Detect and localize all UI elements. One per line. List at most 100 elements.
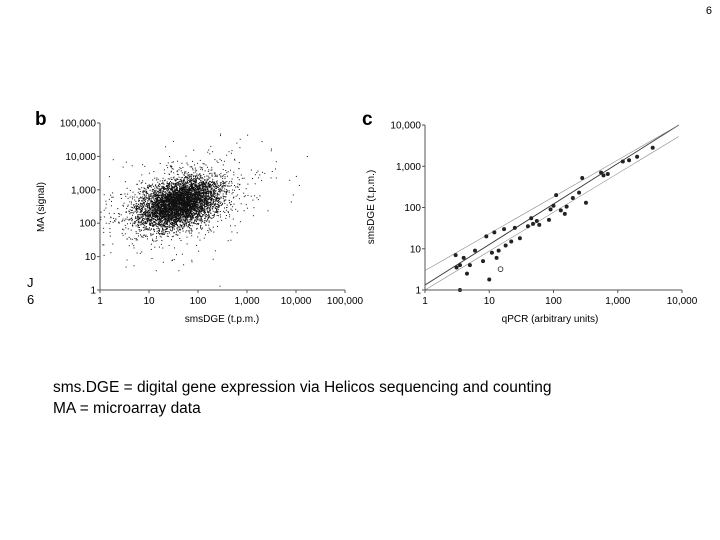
panel-b-point [184,195,185,197]
panel-b-point [167,221,168,223]
panel-b-point [199,181,201,183]
panel-b-point [128,219,130,221]
panel-b-point [156,213,158,214]
panel-b-point [138,193,140,195]
panel-b-point [202,163,204,165]
panel-b-point [206,208,208,210]
panel-b-point [138,206,140,208]
panel-b-point [154,194,156,196]
panel-b-point [224,212,226,213]
panel-b-point [165,226,167,228]
panel-b-point [196,200,198,202]
panel-b-point [137,214,139,216]
panel-b-point [143,212,145,214]
panel-b-point [121,232,123,234]
panel-b-point [197,198,199,200]
panel-b-point [184,204,186,206]
panel-b-point [169,232,170,234]
panel-b-point [170,214,172,216]
panel-b-point [136,208,138,210]
panel-b-point [229,202,231,204]
panel-b-point [161,208,163,210]
panel-b-point [167,183,169,184]
panel-b-point [233,189,235,191]
panel-b-point [148,187,150,189]
panel-b-point [176,203,178,205]
panel-b-point [162,195,164,197]
panel-b-point [223,196,225,198]
panel-b-point [166,188,168,189]
panel-b-point [155,212,157,214]
panel-b-point [205,203,207,205]
panel-b-point [159,197,161,199]
panel-b-point [142,196,144,198]
panel-b-point [145,191,147,193]
panel-b-point [213,231,215,233]
panel-b-point [180,183,182,185]
panel-b-point [199,173,201,175]
panel-b-point [227,211,229,212]
panel-b-point [144,213,146,215]
panel-b-point [163,217,165,218]
panel-b-point [152,204,154,206]
panel-b-point [194,204,196,206]
panel-b-point [187,194,189,196]
panel-b-point [170,171,172,173]
panel-b-point [220,184,222,186]
panel-b-point [158,188,160,190]
panel-b-point [136,211,138,213]
panel-b-point [199,184,200,186]
panel-b-point [163,214,165,216]
panel-b-point [208,196,210,198]
panel-b-point [158,194,159,196]
panel-b-point [181,202,183,204]
panel-b-point [160,199,162,201]
panel-b-point [212,206,214,208]
panel-b-point [200,194,202,196]
panel-b-point [211,197,213,199]
panel-b-point [211,188,213,190]
panel-b-point [196,228,198,230]
panel-b-point [188,213,190,215]
panel-b-point [222,197,224,199]
panel-b-point [231,182,233,184]
panel-b-point [170,170,172,172]
panel-b-point [204,218,206,220]
panel-b-point [143,197,145,199]
panel-b-point [163,205,165,207]
panel-b-point [192,160,193,162]
panel-b-point [257,199,259,201]
panel-b-point [199,166,201,168]
panel-b-point [188,193,190,195]
panel-b-point [238,189,240,190]
panel-b-point [136,183,138,185]
panel-b-point [167,218,169,220]
panel-b-point [150,200,152,202]
panel-b-point [190,215,192,217]
panel-b-point [150,224,151,226]
panel-b-point [176,197,177,199]
panel-b-point [187,213,189,215]
panel-b-point [144,213,146,215]
panel-b-point [214,211,216,213]
panel-b-point [152,233,154,235]
panel-b-point [194,201,196,203]
panel-b-point [206,180,208,182]
panel-b-point [161,199,163,201]
panel-b-point [195,196,197,198]
panel-b-point [189,204,190,206]
panel-b-point [195,191,197,193]
panel-b-point [141,221,142,223]
panel-b-point [158,197,160,199]
panel-b-point [201,219,203,221]
panel-b-point [127,193,129,195]
panel-b-point [207,208,209,210]
panel-b-point [204,205,206,207]
panel-b-point [208,214,210,216]
panel-b-point [202,181,204,183]
panel-b-point [190,184,192,186]
panel-b-point [154,205,156,207]
panel-b-point [158,209,159,211]
panel-b-point [196,192,198,194]
panel-b-point [168,184,170,186]
